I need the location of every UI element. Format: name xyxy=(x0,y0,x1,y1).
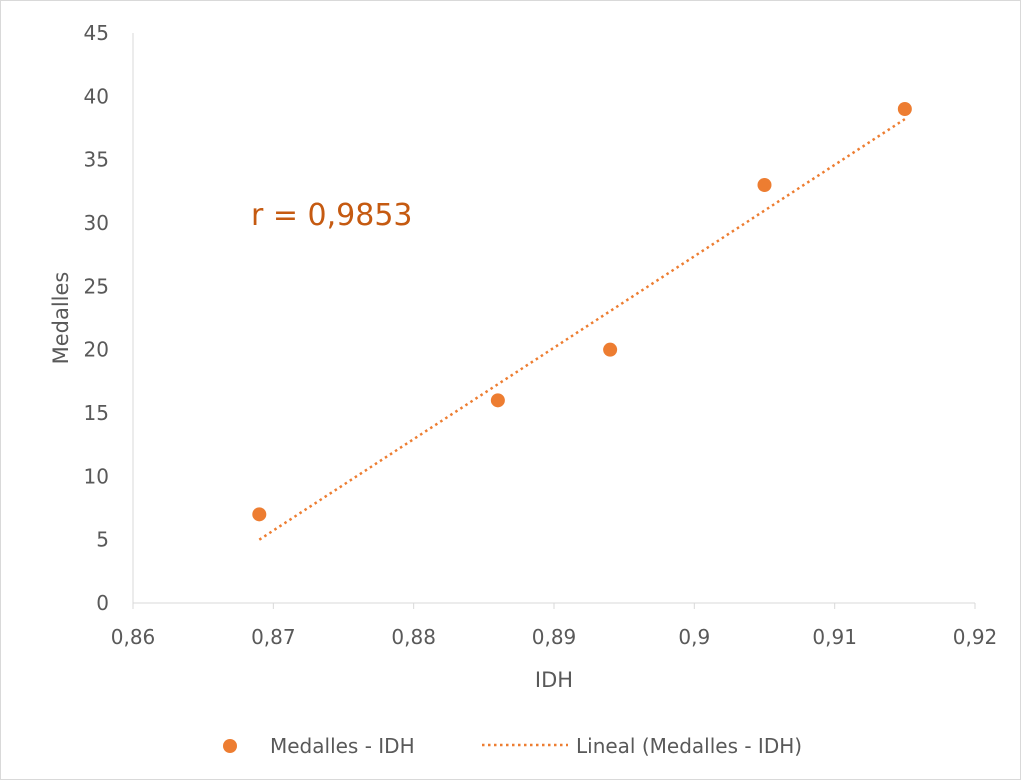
data-point xyxy=(252,507,267,522)
y-tick-label: 10 xyxy=(84,464,109,488)
legend-label-trendline: Lineal (Medalles - IDH) xyxy=(576,734,802,758)
x-tick-label: 0,92 xyxy=(953,625,998,649)
x-tick-label: 0,91 xyxy=(812,625,857,649)
legend: Medalles - IDH Lineal (Medalles - IDH) xyxy=(223,734,802,758)
x-tick-label: 0,89 xyxy=(532,625,577,649)
y-tick-label: 35 xyxy=(84,148,109,172)
x-tick-label: 0,9 xyxy=(678,625,710,649)
trendline-layer xyxy=(258,118,906,541)
y-tick-label: 20 xyxy=(84,338,109,362)
legend-label-points: Medalles - IDH xyxy=(270,734,415,758)
data-points xyxy=(252,102,912,522)
y-axis-title: Medalles xyxy=(49,272,73,365)
y-tick-label: 30 xyxy=(84,211,109,235)
y-tick-label: 0 xyxy=(96,591,109,615)
x-tick-labels: 0,86 0,87 0,88 0,89 0,9 0,91 0,92 xyxy=(111,603,998,649)
data-point xyxy=(490,393,505,408)
x-tick-label: 0,88 xyxy=(391,625,436,649)
x-axis-title: IDH xyxy=(535,668,573,692)
y-tick-label: 15 xyxy=(84,401,109,425)
legend-marker-points xyxy=(223,739,237,753)
y-tick-labels: 0 5 10 15 20 25 30 35 40 45 xyxy=(84,21,109,615)
y-tick-label: 45 xyxy=(84,21,109,45)
y-tick-label: 25 xyxy=(84,274,109,298)
x-tick-label: 0,87 xyxy=(251,625,296,649)
y-tick-label: 5 xyxy=(96,528,109,552)
data-point xyxy=(897,102,912,116)
data-point xyxy=(603,342,618,357)
trendline xyxy=(258,118,906,541)
x-tick-label: 0,86 xyxy=(111,625,156,649)
y-tick-label: 40 xyxy=(84,84,109,108)
data-point xyxy=(757,178,772,192)
correlation-annotation: r = 0,9853 xyxy=(251,198,413,233)
